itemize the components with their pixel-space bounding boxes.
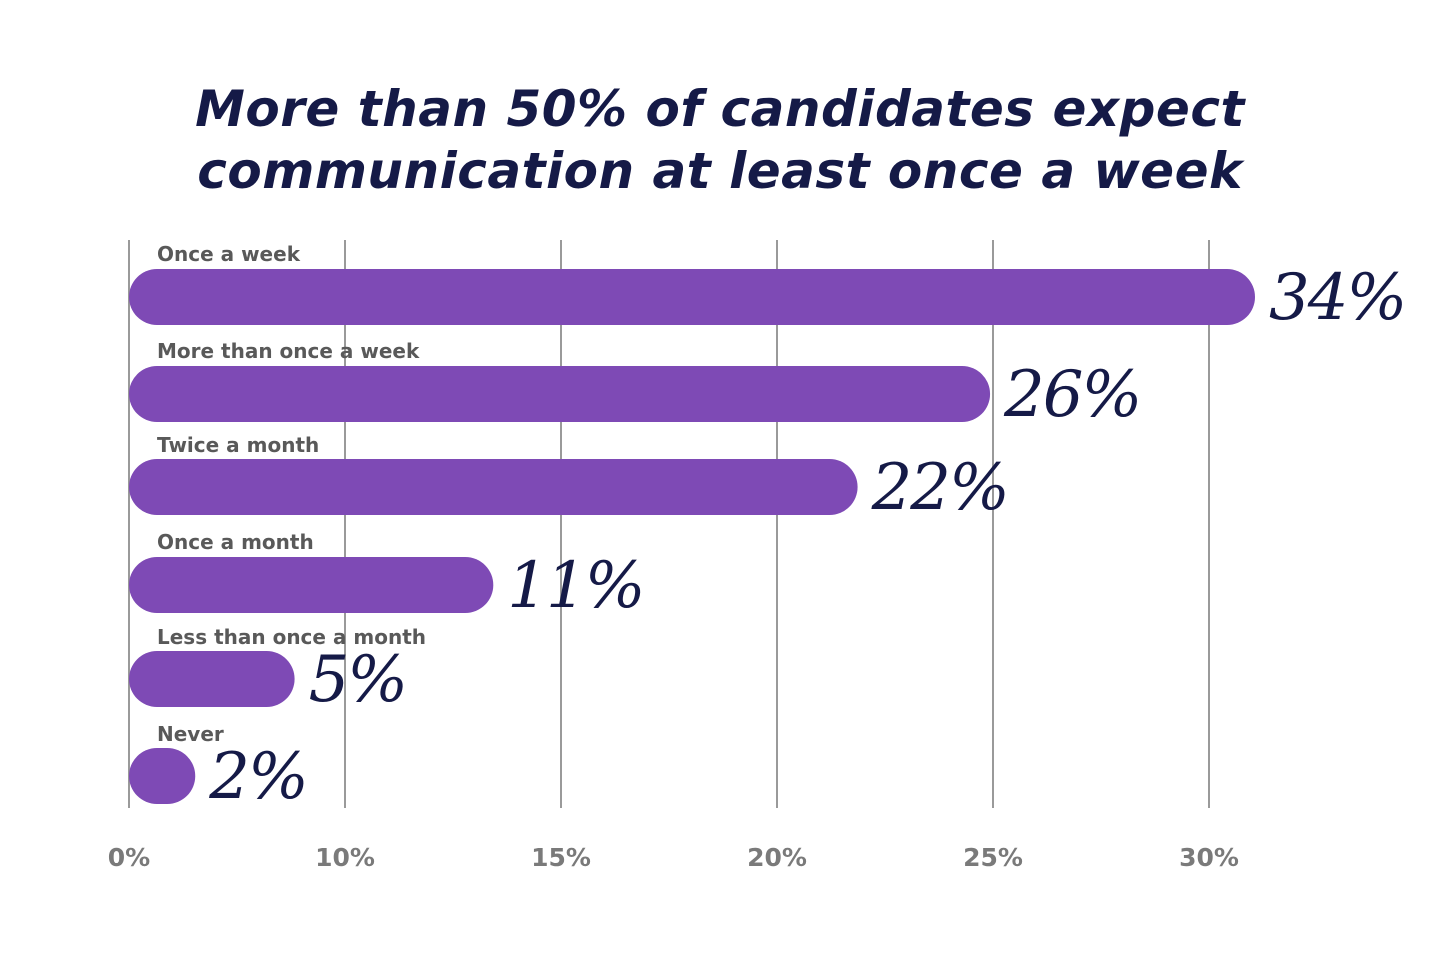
x-tick-label: 0% <box>108 843 150 872</box>
value-label: 5% <box>309 643 407 717</box>
category-label: Never <box>157 722 224 746</box>
x-tick-label: 25% <box>963 843 1023 872</box>
category-label: Once a week <box>157 242 301 266</box>
x-tick-label: 10% <box>315 843 375 872</box>
x-tick-label: 20% <box>747 843 807 872</box>
value-label: 22% <box>871 451 1008 525</box>
bar <box>129 459 858 515</box>
value-label: 34% <box>1269 261 1405 335</box>
x-axis-ticks: 0% 10% 15% 20% 25% 30% <box>108 843 1239 872</box>
chart-title-line-1: More than 50% of candidates expect <box>195 80 1245 138</box>
gridlines <box>128 240 1210 808</box>
x-tick-label: 15% <box>531 843 591 872</box>
bars <box>129 269 1255 804</box>
value-label: 11% <box>507 549 643 623</box>
bar <box>129 651 295 707</box>
x-tick-label: 30% <box>1179 843 1239 872</box>
bar <box>129 557 494 613</box>
bar <box>129 269 1255 325</box>
category-label: Twice a month <box>157 433 319 457</box>
chart-title: More than 50% of candidates expect commu… <box>0 78 1440 202</box>
value-label: 26% <box>1003 358 1140 432</box>
value-label: 2% <box>208 740 307 814</box>
labels: Once a week 34% More than once a week 26% Tw… <box>157 242 1407 814</box>
category-label: Less than once a month <box>157 625 426 649</box>
bar <box>129 366 991 422</box>
category-label: More than once a week <box>157 339 420 363</box>
category-label: Once a month <box>157 530 314 554</box>
bar <box>129 748 196 804</box>
chart-title-line-2: communication at least once a week <box>197 142 1243 200</box>
